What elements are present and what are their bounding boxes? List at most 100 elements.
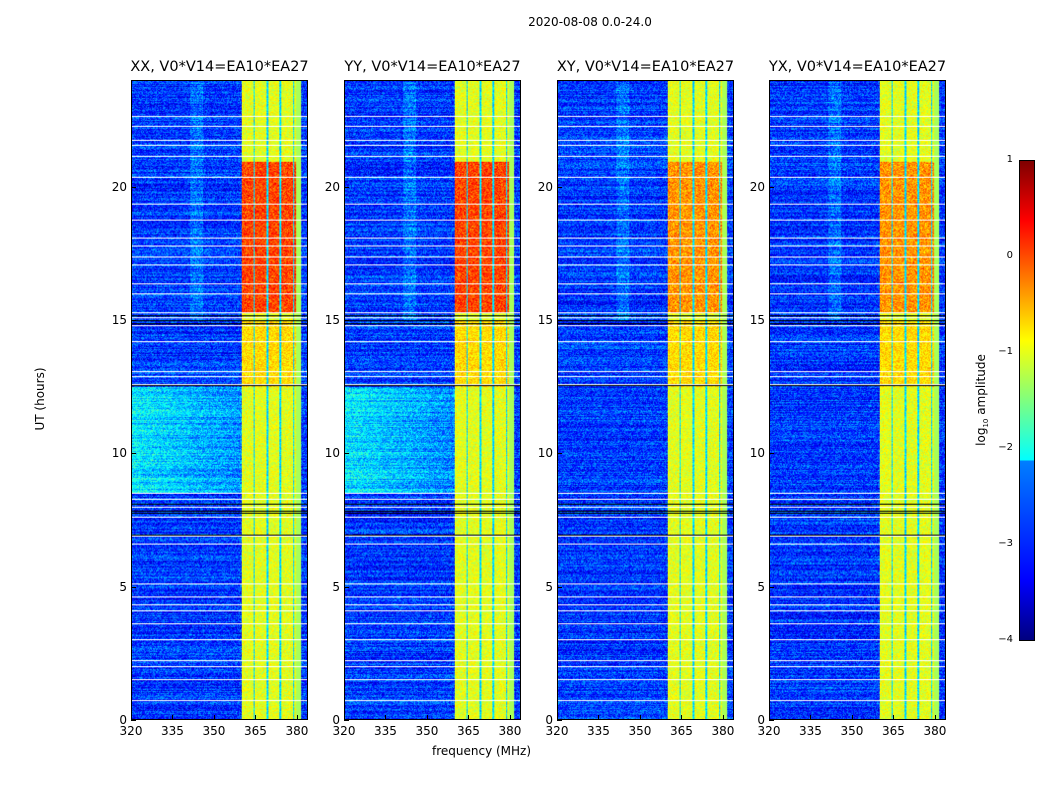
y-tick-label: 20 <box>324 179 340 194</box>
heatmap-yx <box>770 81 945 719</box>
y-tick-mark <box>131 186 136 188</box>
x-tick-mark <box>934 715 936 720</box>
x-tick-label: 380 <box>711 724 735 738</box>
x-tick-label: 335 <box>161 724 184 738</box>
colorbar-tick-label: −1 <box>998 346 1013 357</box>
y-tick-mark <box>131 586 136 588</box>
y-tick-mark <box>769 720 774 721</box>
heatmap-panel-xy <box>557 80 734 720</box>
x-tick-mark <box>468 715 470 720</box>
y-tick-label: 0 <box>545 713 553 727</box>
y-tick-mark <box>344 320 349 321</box>
y-tick-mark <box>557 186 562 188</box>
x-tick-label: 365 <box>882 724 905 738</box>
x-tick-mark <box>851 715 853 720</box>
y-axis-label: UT (hours) <box>33 367 47 431</box>
y-tick-label: 20 <box>749 179 765 194</box>
x-tick-mark <box>255 715 257 720</box>
y-tick-mark <box>557 320 562 321</box>
panel-title-yy: YY, V0*V14=EA10*EA27 <box>344 59 521 75</box>
heatmap-panel-yy <box>344 80 521 720</box>
x-tick-mark <box>385 715 387 720</box>
colorbar-tick-label: −4 <box>998 634 1013 645</box>
panel-title-xx: XX, V0*V14=EA10*EA27 <box>130 59 309 75</box>
x-tick-mark <box>681 715 683 720</box>
x-tick-mark <box>296 715 298 720</box>
x-tick-mark <box>810 715 812 720</box>
x-tick-label: 380 <box>498 724 522 738</box>
x-tick-mark <box>769 715 770 720</box>
y-tick-label: 15 <box>537 313 553 327</box>
x-tick-mark <box>172 715 174 720</box>
x-axis-label: frequency (MHz) <box>432 744 532 758</box>
y-tick-mark <box>131 453 136 455</box>
x-tick-label: 320 <box>332 724 356 738</box>
x-tick-label: 335 <box>374 724 397 738</box>
figure-title: 2020-08-08 0.0-24.0 <box>528 15 652 29</box>
heatmap-panel-yx <box>769 80 946 720</box>
x-tick-mark <box>557 715 558 720</box>
x-tick-label: 350 <box>202 724 226 738</box>
y-tick-mark <box>344 720 349 721</box>
x-tick-mark <box>893 715 895 720</box>
heatmap-xy <box>558 81 733 719</box>
y-tick-mark <box>131 320 136 321</box>
colorbar-label: log10 amplitude <box>973 354 991 446</box>
x-tick-label: 335 <box>587 724 610 738</box>
y-tick-label: 15 <box>749 313 765 327</box>
y-tick-mark <box>557 453 562 455</box>
y-tick-label: 15 <box>324 313 340 327</box>
x-tick-label: 365 <box>670 724 693 738</box>
y-tick-mark <box>769 320 774 321</box>
y-tick-label: 10 <box>324 446 340 461</box>
y-tick-label: 20 <box>111 179 127 194</box>
heatmap-panel-xx <box>131 80 308 720</box>
x-tick-mark <box>344 715 345 720</box>
x-tick-label: 380 <box>285 724 309 738</box>
x-tick-label: 320 <box>119 724 143 738</box>
y-tick-label: 10 <box>749 446 765 461</box>
y-tick-mark <box>769 453 774 455</box>
x-tick-label: 365 <box>457 724 480 738</box>
y-tick-label: 5 <box>757 579 765 594</box>
colorbar-tick-label: 1 <box>1006 154 1013 165</box>
x-tick-label: 350 <box>840 724 864 738</box>
y-tick-mark <box>131 720 136 721</box>
y-tick-label: 5 <box>332 579 340 594</box>
y-tick-mark <box>769 586 774 588</box>
x-tick-label: 365 <box>244 724 267 738</box>
y-tick-mark <box>344 453 349 455</box>
y-tick-mark <box>344 186 349 188</box>
colorbar-tick-label: −3 <box>998 538 1013 549</box>
y-tick-label: 0 <box>119 713 127 727</box>
panel-title-xy: XY, V0*V14=EA10*EA27 <box>556 59 735 75</box>
y-tick-label: 5 <box>119 579 127 594</box>
x-tick-mark <box>722 715 724 720</box>
x-tick-label: 335 <box>799 724 822 738</box>
x-tick-mark <box>213 715 215 720</box>
colorbar-tick-label: 0 <box>1006 250 1013 261</box>
x-tick-mark <box>509 715 511 720</box>
x-tick-label: 350 <box>415 724 439 738</box>
y-tick-label: 15 <box>111 313 127 327</box>
x-tick-mark <box>131 715 132 720</box>
heatmap-yy <box>345 81 520 719</box>
x-tick-mark <box>598 715 600 720</box>
y-tick-mark <box>557 586 562 588</box>
colorbar <box>1019 160 1035 641</box>
y-tick-label: 5 <box>545 579 553 594</box>
x-tick-mark <box>639 715 641 720</box>
colorbar-tick-label: −2 <box>998 442 1013 453</box>
y-tick-label: 10 <box>111 446 127 461</box>
y-tick-label: 20 <box>537 179 553 194</box>
heatmap-xx <box>132 81 307 719</box>
x-tick-label: 350 <box>628 724 652 738</box>
y-tick-mark <box>344 586 349 588</box>
y-tick-label: 10 <box>537 446 553 461</box>
y-tick-mark <box>557 720 562 721</box>
x-tick-mark <box>426 715 428 720</box>
panel-title-yx: YX, V0*V14=EA10*EA27 <box>768 59 947 75</box>
x-tick-label: 320 <box>545 724 569 738</box>
y-tick-mark <box>769 186 774 188</box>
x-tick-label: 380 <box>923 724 947 738</box>
